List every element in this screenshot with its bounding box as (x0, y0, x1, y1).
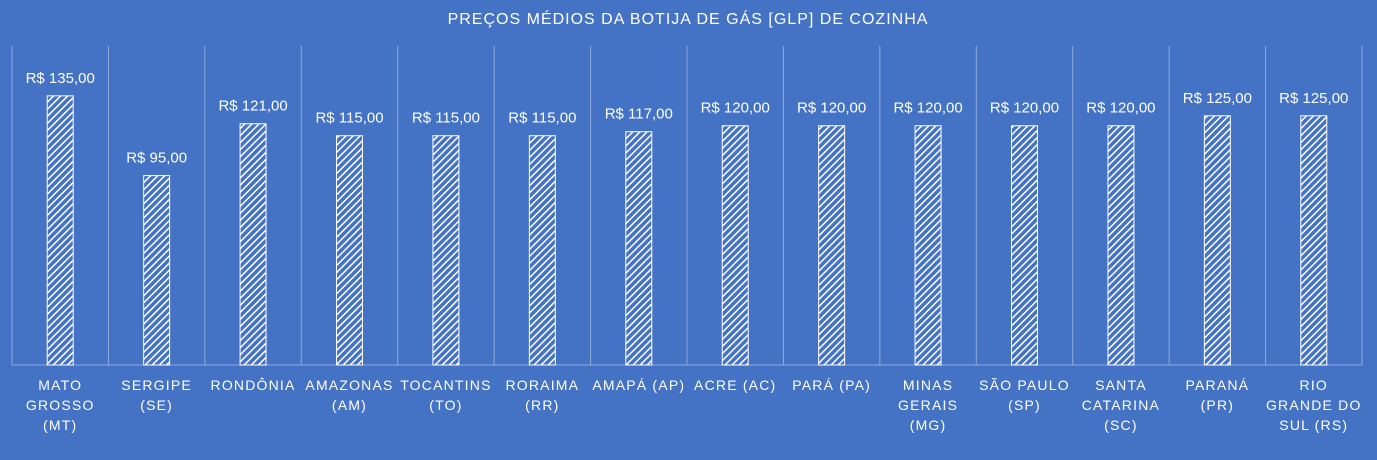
x-tick-label: RORAIMA (RR) (505, 377, 580, 413)
value-label: R$ 120,00 (990, 100, 1059, 117)
value-label: R$ 117,00 (605, 106, 673, 123)
x-tick-label: SANTA CATARINA (SC) (1081, 377, 1161, 433)
value-label: R$ 120,00 (893, 100, 962, 117)
x-tick-label: PARANÁ (PR) (1185, 377, 1250, 413)
bar (914, 125, 942, 366)
bar (1107, 125, 1135, 366)
x-tick-label: RIO GRANDE DO SUL (RS) (1265, 377, 1362, 433)
bar (432, 135, 460, 366)
bar (528, 135, 556, 366)
value-label: R$ 120,00 (797, 100, 866, 117)
value-label: R$ 95,00 (126, 150, 187, 167)
x-tick-label: MATO GROSSO (MT) (25, 377, 95, 433)
x-tick-label: PARÁ (PA) (792, 377, 871, 393)
x-tick-label: RONDÔNIA (210, 377, 296, 393)
value-label: R$ 125,00 (1279, 90, 1348, 107)
value-label: R$ 115,00 (508, 110, 576, 127)
bar (143, 175, 171, 366)
value-label: R$ 121,00 (218, 98, 287, 115)
bar (1300, 115, 1328, 366)
x-tick-label: SÃO PAULO (SP) (979, 377, 1070, 413)
bar (818, 125, 846, 366)
x-tick-label: AMAZONAS (AM) (305, 377, 394, 413)
x-tick-label: AMAPÁ (AP) (592, 377, 686, 393)
value-label: R$ 125,00 (1183, 90, 1252, 107)
value-label: R$ 115,00 (412, 110, 480, 127)
x-tick-label: ACRE (AC) (694, 377, 777, 393)
x-tick-label: TOCANTINS (TO) (400, 377, 492, 413)
x-tick-label: MINAS GERAIS (MG) (898, 377, 959, 433)
x-tick-label: SERGIPE (SE) (121, 377, 192, 413)
chart-title: PREÇOS MÉDIOS DA BOTIJA DE GÁS [GLP] DE … (448, 9, 929, 28)
bar (721, 125, 749, 366)
bar (336, 135, 363, 366)
bar (1011, 125, 1038, 366)
value-label: R$ 135,00 (26, 70, 95, 87)
value-label: R$ 120,00 (701, 100, 770, 117)
bar (239, 123, 267, 366)
bar (1203, 115, 1231, 366)
bar (625, 131, 653, 366)
value-label: R$ 115,00 (315, 110, 383, 127)
bar (46, 95, 74, 366)
value-label: R$ 120,00 (1086, 100, 1155, 117)
